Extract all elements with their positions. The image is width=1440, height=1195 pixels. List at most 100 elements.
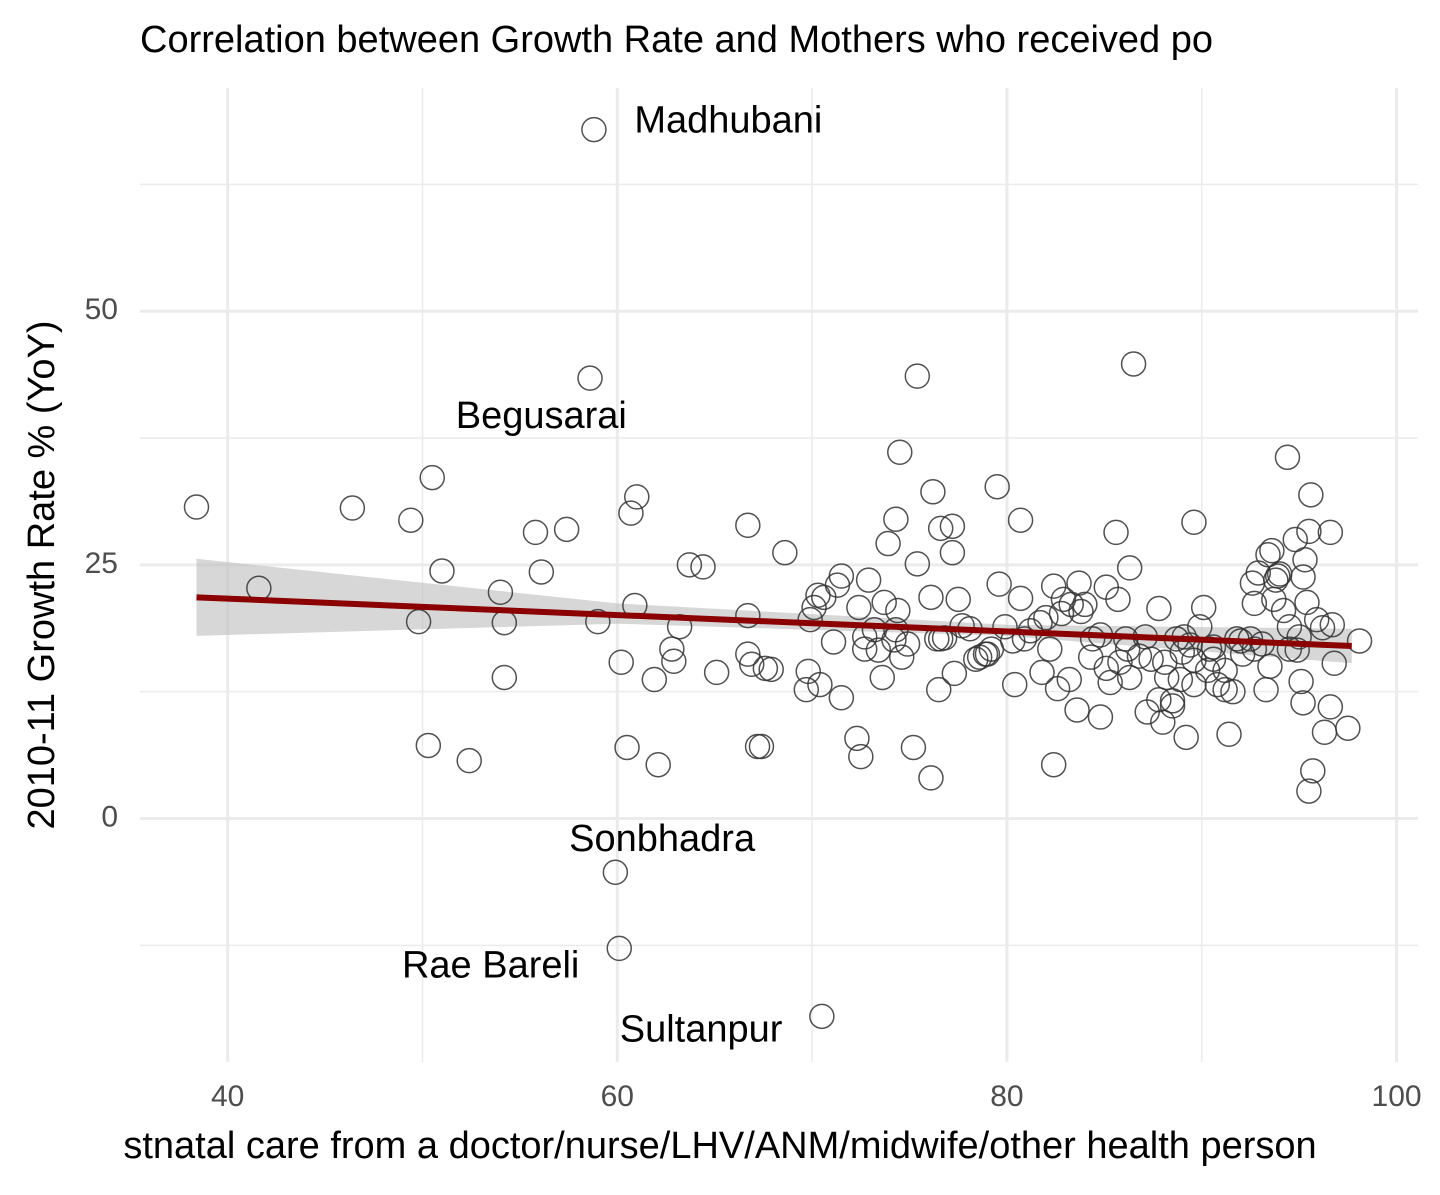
point [659,636,685,662]
point [1216,721,1242,748]
point [1116,664,1143,691]
point [1200,634,1227,660]
point [1204,671,1231,698]
point [491,664,518,691]
point [1068,598,1094,625]
point [1079,626,1106,652]
point [1335,715,1361,741]
point [1257,653,1283,680]
point [1294,589,1320,616]
point [398,507,424,533]
point [1282,526,1309,553]
point [875,530,901,557]
point [963,646,989,672]
point [1167,666,1194,693]
point [608,649,634,676]
point [1120,351,1147,377]
point [918,765,944,791]
point [992,613,1018,640]
point [941,660,968,687]
point [1317,519,1344,546]
point [846,594,872,621]
point [1050,586,1077,613]
point [1087,704,1114,730]
x-tick-label: 100 [1372,1080,1422,1113]
point [1181,509,1207,535]
point [1040,573,1067,599]
point [900,734,927,761]
point [1072,591,1098,618]
point [807,671,833,698]
point [1007,507,1034,533]
point [624,484,650,510]
point [1253,676,1279,703]
point [1309,615,1336,641]
point [793,676,820,703]
point [1190,594,1217,621]
point [904,363,931,389]
point [986,571,1012,597]
point [1048,600,1075,627]
point [1300,758,1326,784]
point [703,659,730,686]
point [865,637,892,663]
point [1263,567,1289,593]
point [1107,649,1133,676]
point [738,651,765,678]
annotation: Madhubani [634,100,822,142]
point [1037,636,1063,662]
point [926,676,952,703]
point [1105,586,1131,613]
point [1093,655,1120,682]
point [1001,671,1028,698]
point [904,551,931,577]
point [828,685,855,711]
x-axis-label: stnatal care from a doctor/nurse/LHV/ANM… [123,1125,1316,1167]
point [918,584,944,611]
point [183,494,210,520]
point [645,751,671,778]
point [1292,547,1318,573]
y-axis-label: 2010-11 Growth Rate % (YoY) [21,320,63,829]
point [797,606,823,633]
point [939,539,966,566]
point [828,563,855,589]
point [758,656,784,683]
point [618,500,644,526]
y-tick-label: 25 [85,547,118,580]
point [772,539,798,566]
point [1270,597,1297,624]
x-tick-label: 60 [601,1080,634,1113]
point [1103,519,1129,546]
point [1276,613,1303,640]
point [1259,537,1285,564]
point [984,473,1010,500]
point [939,513,966,540]
point [1261,586,1287,613]
point [602,859,629,886]
point [844,725,870,752]
point [855,567,882,593]
point [1138,646,1164,672]
point [1346,628,1373,654]
point [861,617,888,643]
point [585,608,611,635]
point [1151,649,1178,676]
point [1241,590,1268,617]
point [848,743,874,770]
point [883,506,909,532]
point [456,747,482,774]
point [735,641,761,667]
point [1311,719,1338,746]
point [1150,709,1176,735]
point [972,641,999,667]
point [528,559,555,585]
point [419,464,445,491]
point [1064,697,1090,723]
point [885,597,911,624]
point [820,629,847,655]
annotation: Sonbhadra [569,818,756,860]
point [735,512,761,539]
point [614,734,640,761]
point [1284,637,1310,663]
